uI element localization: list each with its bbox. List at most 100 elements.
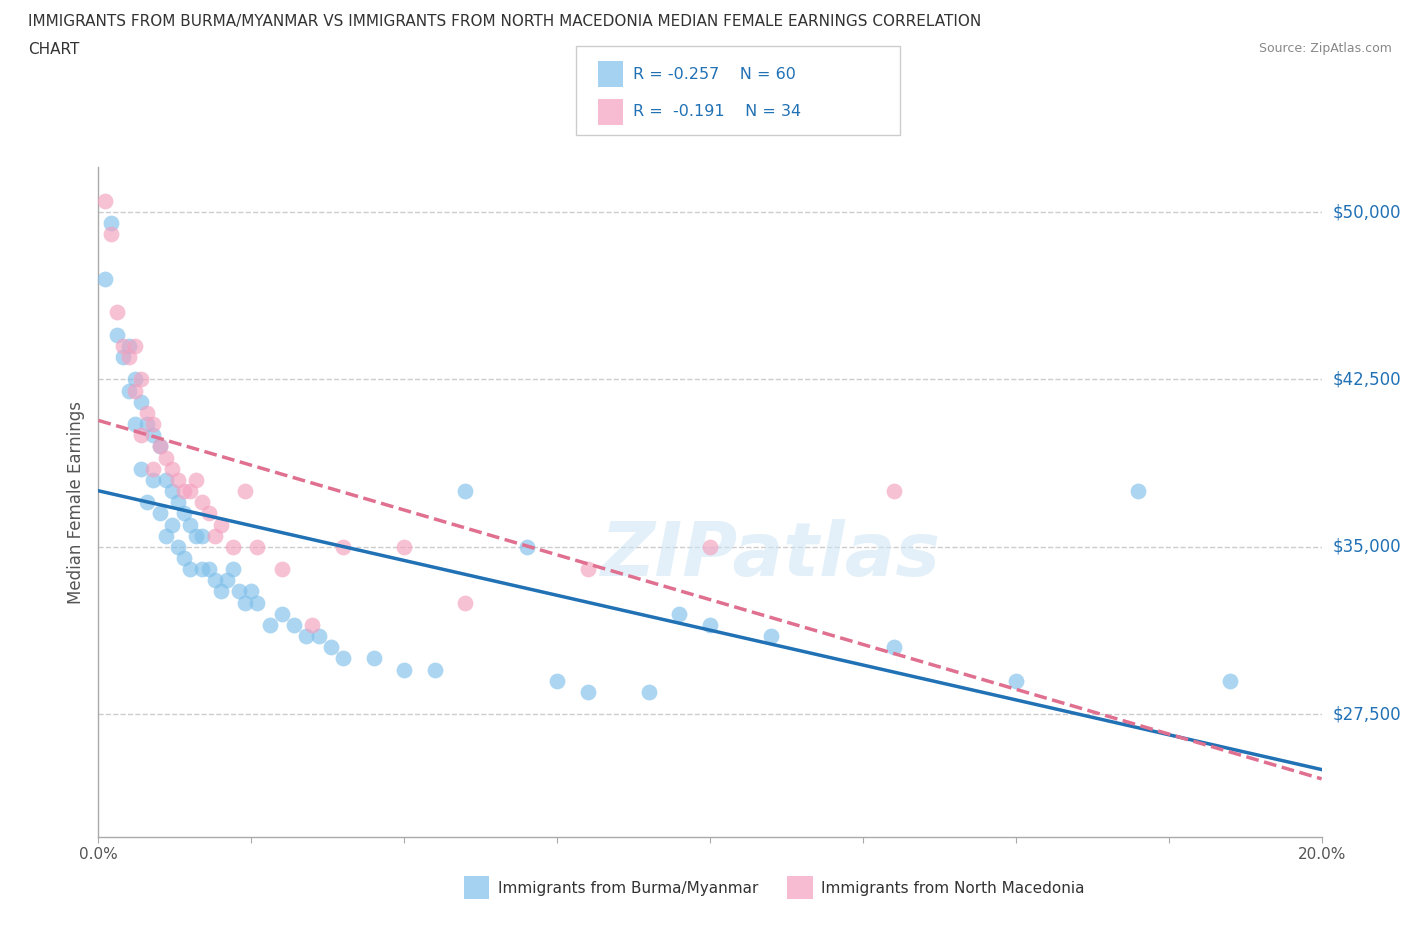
Point — [149, 506, 172, 521]
Point — [204, 573, 226, 588]
Text: $42,500: $42,500 — [1333, 370, 1402, 389]
Point — [142, 417, 165, 432]
Text: $27,500: $27,500 — [1333, 705, 1402, 724]
Point — [129, 428, 152, 443]
Point — [118, 339, 141, 353]
Point — [93, 272, 115, 286]
Point — [1004, 673, 1026, 688]
Text: Immigrants from Burma/Myanmar: Immigrants from Burma/Myanmar — [498, 881, 758, 896]
Point — [179, 484, 201, 498]
Point — [332, 651, 354, 666]
Point — [173, 551, 195, 565]
Point — [332, 539, 354, 554]
Text: Source: ZipAtlas.com: Source: ZipAtlas.com — [1258, 42, 1392, 55]
Point — [149, 439, 172, 454]
Point — [699, 618, 721, 632]
Point — [454, 595, 477, 610]
Point — [1128, 484, 1150, 498]
Point — [883, 640, 905, 655]
Text: CHART: CHART — [28, 42, 80, 57]
Point — [160, 461, 183, 476]
Point — [259, 618, 281, 632]
Point — [173, 484, 195, 498]
Point — [160, 517, 183, 532]
Point — [699, 539, 721, 554]
Point — [222, 562, 245, 577]
Point — [111, 339, 134, 353]
Point — [155, 450, 177, 465]
Point — [167, 539, 190, 554]
Point — [759, 629, 782, 644]
Text: R =  -0.191    N = 34: R = -0.191 N = 34 — [633, 104, 801, 119]
Point — [319, 640, 342, 655]
Point — [283, 618, 305, 632]
Point — [167, 495, 190, 510]
Point — [160, 484, 183, 498]
Point — [392, 539, 416, 554]
Point — [270, 606, 292, 621]
Point — [204, 528, 226, 543]
Point — [637, 684, 661, 699]
Point — [191, 562, 214, 577]
Text: IMMIGRANTS FROM BURMA/MYANMAR VS IMMIGRANTS FROM NORTH MACEDONIA MEDIAN FEMALE E: IMMIGRANTS FROM BURMA/MYANMAR VS IMMIGRA… — [28, 14, 981, 29]
Point — [197, 506, 219, 521]
Text: $35,000: $35,000 — [1333, 538, 1402, 556]
Point — [191, 528, 214, 543]
Point — [301, 618, 323, 632]
Point — [228, 584, 250, 599]
Point — [167, 472, 190, 487]
Point — [136, 405, 159, 420]
Point — [308, 629, 330, 644]
Point — [149, 439, 172, 454]
Point — [209, 517, 232, 532]
Point — [240, 584, 263, 599]
Point — [392, 662, 416, 677]
Point — [546, 673, 568, 688]
Point — [111, 350, 134, 365]
Point — [136, 495, 159, 510]
Y-axis label: Median Female Earnings: Median Female Earnings — [66, 401, 84, 604]
Point — [118, 383, 141, 398]
Point — [454, 484, 477, 498]
Point — [155, 472, 177, 487]
Point — [197, 562, 219, 577]
Text: Immigrants from North Macedonia: Immigrants from North Macedonia — [821, 881, 1084, 896]
Point — [179, 562, 201, 577]
Point — [222, 539, 245, 554]
Point — [668, 606, 690, 621]
Point — [129, 461, 152, 476]
Text: ZIPatlas: ZIPatlas — [602, 519, 941, 592]
Point — [129, 372, 152, 387]
Point — [129, 394, 152, 409]
Point — [142, 428, 165, 443]
Point — [124, 372, 146, 387]
Point — [233, 484, 256, 498]
Point — [136, 417, 159, 432]
Point — [1219, 673, 1241, 688]
Point — [100, 227, 122, 242]
Point — [105, 327, 128, 342]
Point — [124, 383, 146, 398]
Point — [576, 562, 599, 577]
Point — [105, 305, 128, 320]
Point — [124, 339, 146, 353]
Point — [179, 517, 201, 532]
Point — [246, 595, 269, 610]
Text: $50,000: $50,000 — [1333, 203, 1402, 221]
Point — [118, 350, 141, 365]
Point — [363, 651, 385, 666]
Point — [173, 506, 195, 521]
Point — [124, 417, 146, 432]
Point — [142, 472, 165, 487]
Point — [576, 684, 599, 699]
Point — [233, 595, 256, 610]
Point — [295, 629, 318, 644]
Point — [883, 484, 905, 498]
Point — [93, 193, 115, 208]
Point — [516, 539, 538, 554]
Point — [246, 539, 269, 554]
Point — [142, 461, 165, 476]
Point — [191, 495, 214, 510]
Point — [209, 584, 232, 599]
Text: R = -0.257    N = 60: R = -0.257 N = 60 — [633, 67, 796, 82]
